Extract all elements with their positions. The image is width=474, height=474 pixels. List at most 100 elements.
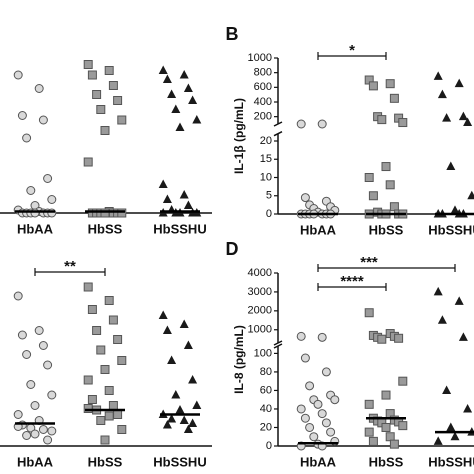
data-point xyxy=(117,356,127,365)
data-point xyxy=(442,385,452,394)
data-point xyxy=(192,115,202,124)
data-point xyxy=(179,319,189,328)
data-point xyxy=(113,335,123,344)
data-point xyxy=(113,410,123,419)
data-point xyxy=(183,200,193,209)
y-tick-label: 40 xyxy=(260,403,272,415)
data-point xyxy=(162,420,172,429)
data-point xyxy=(38,115,48,125)
data-point xyxy=(450,205,460,214)
data-point xyxy=(87,305,97,314)
y-tick-label: 0 xyxy=(266,440,272,452)
data-point xyxy=(87,70,97,80)
data-point xyxy=(158,179,168,188)
data-point xyxy=(437,89,447,99)
data-point xyxy=(398,376,408,386)
x-tick-label: HbAA xyxy=(17,221,54,236)
data-point xyxy=(188,375,198,384)
y-tick-upper-label: 400 xyxy=(254,96,272,108)
data-point xyxy=(83,60,93,69)
data-point xyxy=(47,208,57,218)
y-tick-upper-label: 4000 xyxy=(248,267,272,279)
data-point xyxy=(47,195,57,204)
data-point xyxy=(385,180,395,190)
data-point xyxy=(171,390,181,399)
data-point xyxy=(47,426,57,436)
data-point xyxy=(100,365,110,374)
data-point xyxy=(179,415,189,424)
data-point xyxy=(442,113,452,122)
data-point xyxy=(326,427,336,437)
data-point xyxy=(175,122,185,131)
data-point xyxy=(317,119,327,129)
data-point xyxy=(183,424,193,433)
data-point xyxy=(104,386,114,395)
data-point xyxy=(188,95,198,104)
data-point xyxy=(433,71,443,80)
y-axis-label: IL-1β (pg/mL) xyxy=(232,98,246,174)
data-point xyxy=(385,79,395,89)
data-point xyxy=(296,119,306,129)
significance-label: *** xyxy=(360,254,378,271)
y-tick-label: 60 xyxy=(260,384,272,396)
data-point xyxy=(13,70,23,80)
data-point xyxy=(300,413,310,423)
data-point xyxy=(433,286,443,296)
data-point xyxy=(96,105,106,114)
data-point xyxy=(43,435,53,445)
panel-letter: B xyxy=(226,24,239,44)
data-point xyxy=(104,66,114,75)
data-point xyxy=(454,296,464,305)
data-point xyxy=(377,115,387,125)
data-point xyxy=(183,83,193,92)
significance-label: * xyxy=(349,42,355,59)
data-point xyxy=(321,418,331,428)
panel-letter: D xyxy=(226,239,239,259)
data-point xyxy=(34,84,44,93)
data-point xyxy=(158,310,168,319)
data-point xyxy=(317,332,327,342)
y-tick-label: 80 xyxy=(260,366,272,378)
significance-label: ** xyxy=(64,258,76,275)
y-tick-upper-label: 3000 xyxy=(248,286,272,298)
significance-label: **** xyxy=(340,273,364,290)
data-point xyxy=(47,390,57,400)
y-tick-upper-label: 1000 xyxy=(248,324,272,336)
data-point xyxy=(364,399,374,409)
x-tick-label: HbSSHU xyxy=(428,222,474,237)
axis-break xyxy=(273,121,283,127)
data-point xyxy=(437,315,447,324)
data-point xyxy=(192,400,202,409)
data-point xyxy=(364,308,374,318)
x-tick-label: HbSSHU xyxy=(428,454,474,469)
data-point xyxy=(433,436,443,445)
data-point xyxy=(100,126,110,135)
y-tick-upper-label: 800 xyxy=(254,67,272,79)
x-tick-label: HbSS xyxy=(369,454,404,469)
data-point xyxy=(446,422,456,431)
data-point xyxy=(381,390,391,400)
y-tick-label: 10 xyxy=(260,171,272,183)
data-point xyxy=(117,115,127,125)
data-point xyxy=(108,315,118,325)
y-tick-label: 20 xyxy=(260,135,272,147)
x-tick-label: HbAA xyxy=(17,454,54,469)
data-point xyxy=(100,208,110,218)
y-tick-upper-label: 1000 xyxy=(248,52,272,64)
data-point xyxy=(17,330,27,340)
y-tick-upper-label: 600 xyxy=(254,81,272,93)
data-point xyxy=(467,190,474,200)
y-tick-label: 0 xyxy=(266,208,272,220)
data-point xyxy=(454,78,464,88)
data-point xyxy=(296,404,306,414)
data-point xyxy=(321,367,331,377)
data-point xyxy=(300,193,310,203)
y-tick-label: 20 xyxy=(260,421,272,433)
data-point xyxy=(317,409,327,419)
y-tick-label: 15 xyxy=(260,153,272,165)
data-point xyxy=(171,104,181,113)
data-point xyxy=(450,431,460,441)
data-point xyxy=(108,81,118,90)
data-point xyxy=(385,432,395,442)
y-axis-label: IL-8 (pg/mL) xyxy=(232,325,246,394)
